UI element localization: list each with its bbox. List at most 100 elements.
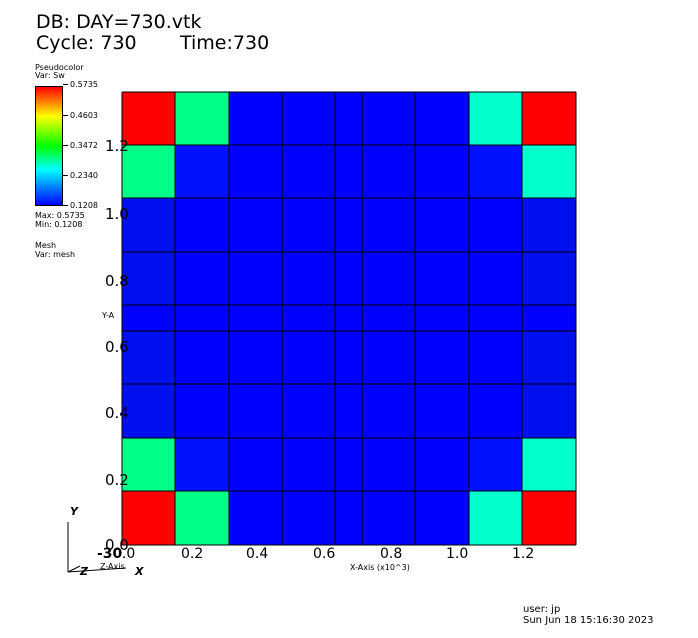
mesh-cell xyxy=(122,92,175,145)
mesh-cell xyxy=(469,305,522,331)
mesh-cell xyxy=(122,198,175,252)
mesh-cell xyxy=(469,198,522,252)
mesh-cell xyxy=(415,198,469,252)
legend-tick-2: 0.4603 xyxy=(63,112,98,120)
mesh-cell xyxy=(362,491,415,545)
mesh-cell xyxy=(175,384,229,438)
mesh-cell xyxy=(282,145,335,198)
mesh-cell xyxy=(415,384,469,438)
y-axis-label: Y-A xyxy=(102,311,115,320)
cycle-label: Cycle: 730 xyxy=(36,32,137,54)
mesh-cell xyxy=(522,198,576,252)
mesh-cell xyxy=(415,92,469,145)
mesh-cell xyxy=(362,305,415,331)
mesh-cell xyxy=(522,145,576,198)
legend-max: Max: 0.5735 xyxy=(35,211,85,220)
mesh-cell xyxy=(122,384,175,438)
x-tick-0-4: 0.4 xyxy=(246,546,269,562)
x-tick-0-2: 0.2 xyxy=(181,546,204,562)
mesh-cell xyxy=(175,331,229,384)
mesh-cell xyxy=(175,252,229,305)
mesh-cell xyxy=(469,92,522,145)
mesh-cell xyxy=(229,92,282,145)
triad-z-line xyxy=(67,565,81,573)
mesh-cell xyxy=(469,145,522,198)
mesh-cell xyxy=(175,305,229,331)
mesh-cell xyxy=(175,438,229,491)
mesh-cell xyxy=(415,145,469,198)
mesh-cell xyxy=(415,252,469,305)
legend-tick-4: 0.2340 xyxy=(63,172,98,180)
mesh-cell xyxy=(229,145,282,198)
triad-x-label: X xyxy=(135,565,144,578)
mesh-cell xyxy=(122,491,175,545)
mesh-cell xyxy=(282,438,335,491)
mesh-cell xyxy=(335,305,362,331)
mesh-cell xyxy=(229,252,282,305)
mesh-cell xyxy=(522,305,576,331)
mesh-cell xyxy=(415,305,469,331)
x-axis-label: X-Axis (x10^3) xyxy=(350,563,410,572)
triad-y-label: Y xyxy=(70,505,78,518)
legend-min: Min: 0.1208 xyxy=(35,220,83,229)
mesh-legend-var: Var: mesh xyxy=(35,250,76,259)
mesh-cell xyxy=(469,331,522,384)
mesh-cell xyxy=(175,145,229,198)
mesh-cell xyxy=(282,331,335,384)
timestamp-label: Sun Jun 18 15:16:30 2023 xyxy=(523,615,654,626)
pseudocolor-cells xyxy=(122,92,576,545)
mesh-cell xyxy=(229,438,282,491)
db-title: DB: DAY=730.vtk xyxy=(36,11,202,33)
mesh-cell xyxy=(229,491,282,545)
time-label: Time:730 xyxy=(180,32,270,54)
mesh-cell xyxy=(335,198,362,252)
legend-var: Var: Sw xyxy=(35,71,65,80)
mesh-cell xyxy=(229,331,282,384)
mesh-cell xyxy=(229,198,282,252)
mesh-legend-title: Mesh xyxy=(35,241,57,250)
mesh-cell xyxy=(175,198,229,252)
y-tick-0-8: 0.8 xyxy=(105,272,129,290)
mesh-cell xyxy=(335,384,362,438)
mesh-cell xyxy=(229,305,282,331)
mesh-cell xyxy=(415,438,469,491)
mesh-cell xyxy=(122,145,175,198)
mesh-cell xyxy=(522,331,576,384)
z-tick: -30 xyxy=(97,546,123,562)
triad-x-line xyxy=(67,567,127,573)
mesh-cell xyxy=(282,198,335,252)
mesh-cell xyxy=(282,384,335,438)
mesh-cell xyxy=(362,145,415,198)
mesh-cell xyxy=(335,331,362,384)
mesh-cell xyxy=(522,438,576,491)
mesh-cell xyxy=(469,491,522,545)
triad-z-label: Z xyxy=(80,565,88,578)
mesh-cell xyxy=(335,92,362,145)
mesh-cell xyxy=(282,491,335,545)
mesh-cell xyxy=(415,491,469,545)
mesh-cell xyxy=(362,384,415,438)
x-tick-1-0: 1.0 xyxy=(446,546,469,562)
mesh-cell xyxy=(522,252,576,305)
mesh-cell xyxy=(469,384,522,438)
mesh-cell xyxy=(469,252,522,305)
mesh-cell xyxy=(362,92,415,145)
y-tick-0-2: 0.2 xyxy=(105,471,129,489)
mesh-cell xyxy=(282,305,335,331)
legend-tick-max: 0.5735 xyxy=(63,81,98,89)
x-tick-0-0: 0.0 xyxy=(113,546,136,562)
mesh-cell xyxy=(175,92,229,145)
mesh-cell xyxy=(229,384,282,438)
mesh-cell xyxy=(362,438,415,491)
mesh-cell xyxy=(362,252,415,305)
y-tick-1-2: 1.2 xyxy=(105,137,129,155)
mesh-cell xyxy=(335,491,362,545)
mesh-cell xyxy=(122,438,175,491)
mesh-cell xyxy=(362,331,415,384)
y-tick-1-0: 1.0 xyxy=(105,205,129,223)
mesh-cell xyxy=(362,198,415,252)
mesh-cell xyxy=(522,384,576,438)
y-tick-0-4: 0.4 xyxy=(105,404,129,422)
x-tick-1-2: 1.2 xyxy=(512,546,535,562)
